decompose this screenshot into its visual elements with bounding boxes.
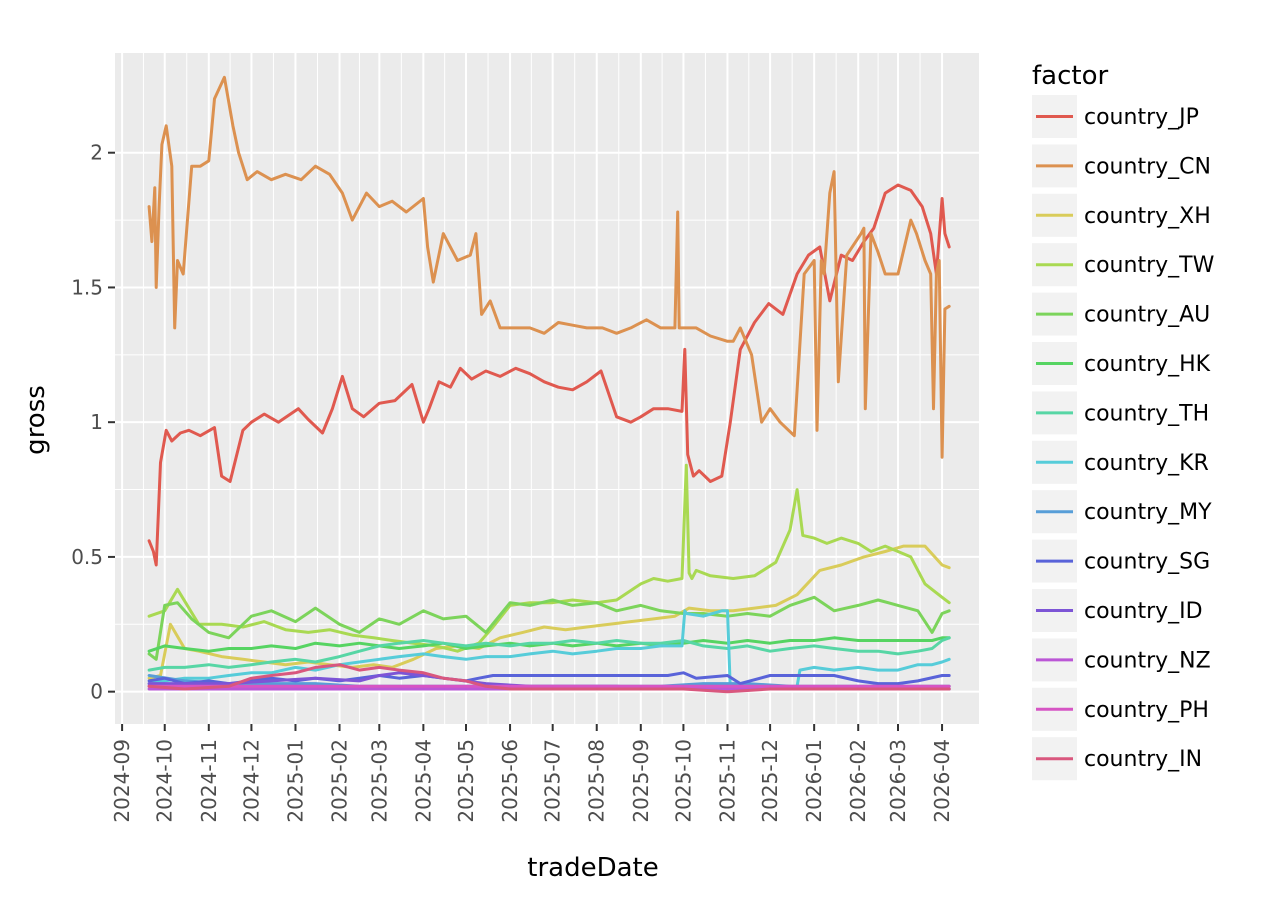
plot-panel <box>115 53 979 724</box>
legend: factor country_JP country_CN country_XHcou… <box>1032 61 1215 781</box>
legend-label: country_TH <box>1084 401 1209 426</box>
series-line-country-cn <box>147 75 951 459</box>
legend-item: country_MY <box>1032 490 1212 534</box>
x-tick-label: 2025-08 <box>585 739 609 823</box>
x-tick-label: 2024-11 <box>197 739 221 823</box>
series-line-country-xh <box>147 544 951 680</box>
series-line-country-sg <box>147 671 951 686</box>
x-tick-label: 2025-06 <box>498 739 522 823</box>
y-axis: 0 0.5 1 1.5 2 <box>71 141 115 704</box>
x-tick-label: 2025-12 <box>758 739 782 823</box>
legend-label: country_HK <box>1084 352 1211 377</box>
legend-label: country_KR <box>1084 451 1209 476</box>
legend-label: country_PH <box>1084 698 1209 723</box>
x-tick-label: 2025-03 <box>367 739 391 823</box>
series-line-country-hk <box>147 636 951 653</box>
legend-item: country_ID <box>1032 589 1203 632</box>
x-tick-label: 2025-10 <box>671 739 695 823</box>
x-tick-label: 2025-04 <box>411 739 435 823</box>
x-axis: 2024-09 2024-10 2024-11 2024-12 2025-01 2025-… <box>110 724 954 823</box>
legend-item: country_XH <box>1032 193 1211 237</box>
x-tick-label: 2026-02 <box>846 739 870 823</box>
legend-item: country_TW <box>1032 243 1215 287</box>
y-axis-title: gross <box>21 385 51 455</box>
y-tick-label: 1 <box>90 410 103 434</box>
legend-item: country_HK <box>1032 342 1211 385</box>
x-tick-label: 2026-03 <box>886 739 910 823</box>
legend-label: country_AU <box>1084 303 1210 328</box>
legend-label: country_JP <box>1084 105 1199 130</box>
x-tick-label: 2024-10 <box>153 739 177 823</box>
legend-item: country_NZ <box>1032 638 1211 682</box>
series-line-country-th <box>147 636 951 672</box>
series-line-country-au <box>147 595 951 661</box>
x-tick-label: 2025-01 <box>283 739 307 823</box>
legend-label: country_MY <box>1084 500 1212 525</box>
y-tick-label: 0 <box>90 680 103 704</box>
legend-item: country_KR <box>1032 440 1209 484</box>
y-tick-label: 1.5 <box>71 275 103 299</box>
series-line-country-in <box>147 663 951 694</box>
legend-item: country_PH <box>1032 687 1209 731</box>
legend-title: factor <box>1032 61 1108 91</box>
legend-label: country_CN <box>1084 154 1211 179</box>
legend-label: country_SG <box>1084 550 1210 575</box>
series-lines <box>147 75 951 694</box>
x-axis-title: tradeDate <box>527 853 658 883</box>
y-tick-label: 0.5 <box>71 545 103 569</box>
x-tick-label: 2025-11 <box>715 739 739 823</box>
legend-label: country_ID <box>1084 599 1203 624</box>
legend-label: country_IN <box>1084 747 1202 772</box>
legend-item: country_JP <box>1032 95 1199 138</box>
x-tick-label: 2025-05 <box>454 739 478 823</box>
y-tick-label: 2 <box>90 141 103 165</box>
legend-item: country_TH <box>1032 391 1209 435</box>
legend-item: country_IN <box>1032 737 1202 781</box>
x-tick-label: 2025-02 <box>328 739 352 823</box>
x-tick-label: 2026-01 <box>802 739 826 823</box>
x-tick-label: 2025-09 <box>629 739 653 823</box>
x-tick-label: 2025-07 <box>541 739 565 823</box>
legend-label: country_NZ <box>1084 648 1211 673</box>
legend-item: country_AU <box>1032 292 1210 336</box>
x-tick-label: 2026-04 <box>930 739 954 823</box>
x-tick-label: 2024-12 <box>239 739 263 823</box>
series-line-country-tw <box>147 463 951 653</box>
legend-label: country_TW <box>1084 253 1215 278</box>
legend-item: country_CN <box>1032 144 1211 188</box>
legend-label: country_XH <box>1084 204 1211 229</box>
legend-item: country_SG <box>1032 539 1210 583</box>
x-tick-label: 2024-09 <box>110 739 134 823</box>
